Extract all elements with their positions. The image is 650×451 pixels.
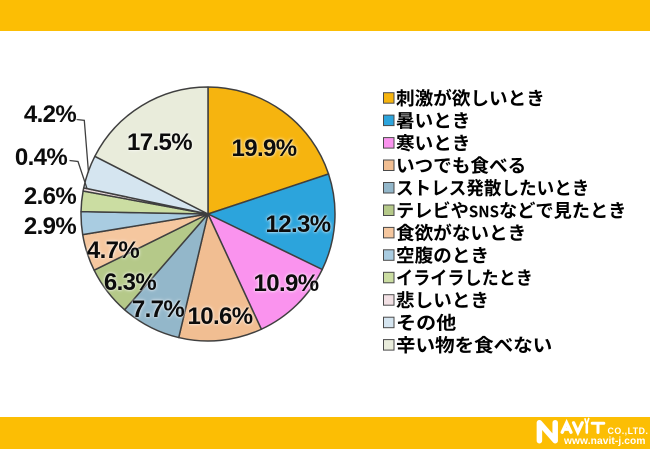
svg-text:www.navit-j.com: www.navit-j.com (563, 436, 646, 447)
svg-text:CO.,LTD.: CO.,LTD. (608, 426, 649, 436)
